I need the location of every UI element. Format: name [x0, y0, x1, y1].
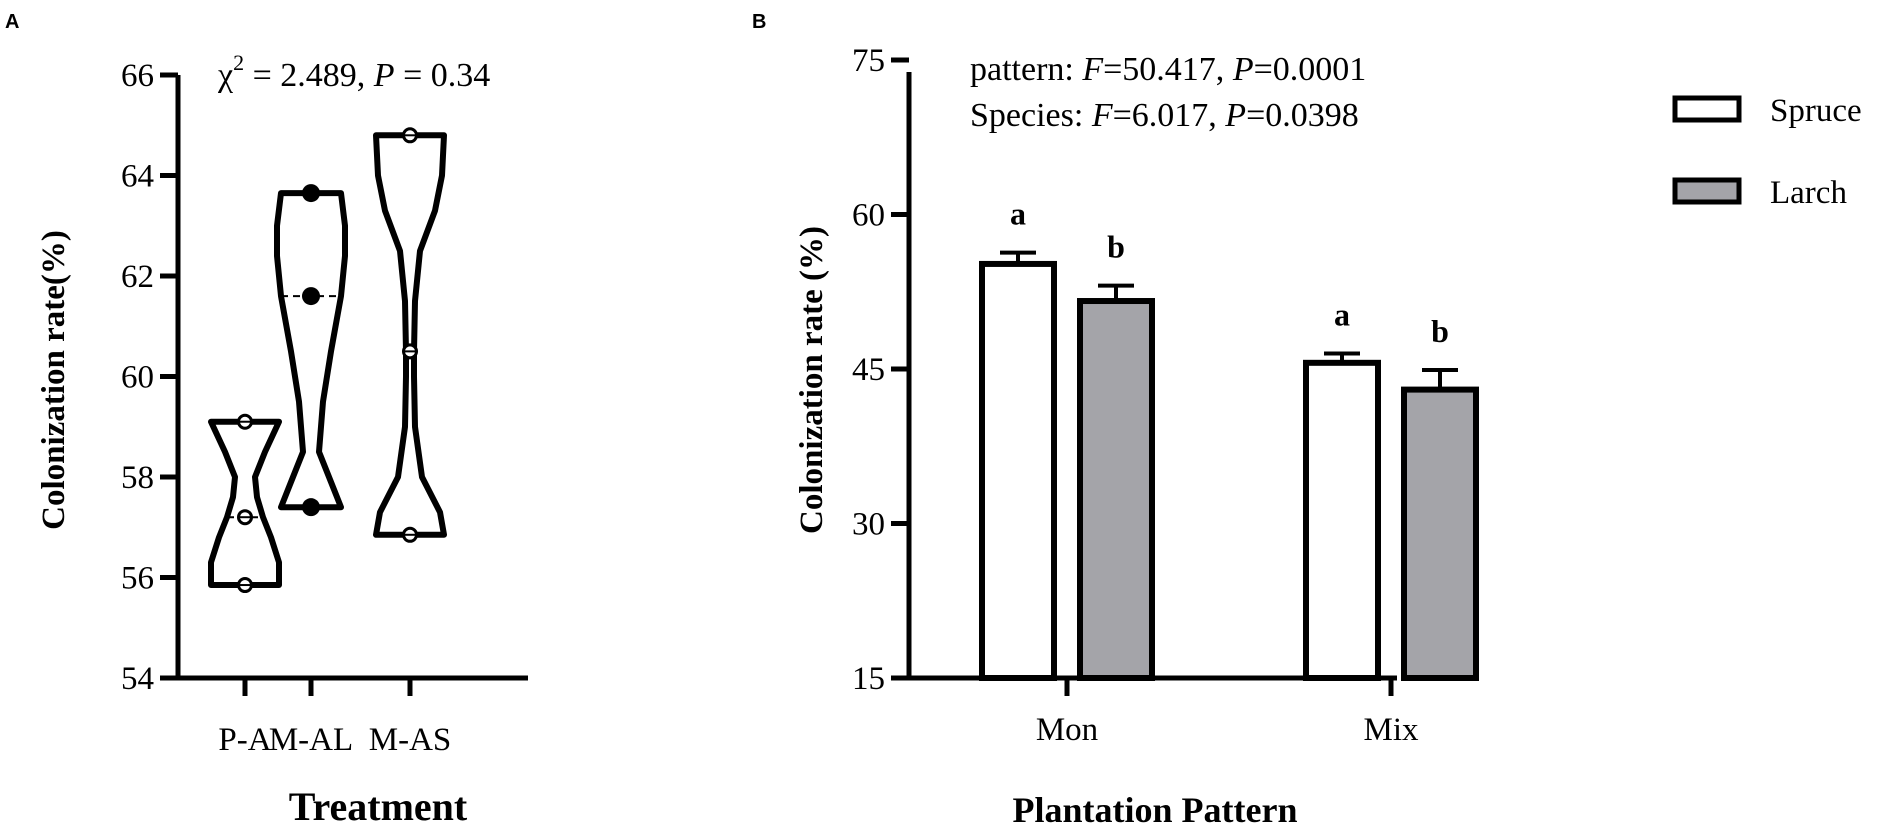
- a-data-point: [302, 287, 320, 306]
- legend-swatch-larch: [1672, 177, 1742, 205]
- a-x-ticks: P-AM-AL M-AS: [218, 678, 451, 758]
- b-significance-letter: b: [1107, 229, 1125, 265]
- b-significance-letter: a: [1010, 196, 1026, 232]
- b-significance-letter: a: [1334, 297, 1350, 333]
- panel-b-bar-chart: 15 30 45 60 75 a b a b Mon Mix pattern: F=50.417…: [794, 43, 1862, 829]
- b-bar-larch-mon: [1077, 298, 1155, 681]
- b-significance-letter: b: [1431, 313, 1449, 349]
- a-data-point: [302, 498, 320, 517]
- a-y-tick-label: 58: [121, 460, 154, 496]
- b-bars: a b a b: [979, 196, 1479, 681]
- panel-a-letter: A: [5, 11, 19, 33]
- legend-item-larch: Larch: [1672, 175, 1847, 211]
- panel-a-violin-chart: 54 56 58 60 62 64 66 P-AM-AL M-AS χ2 = 2.489, P…: [36, 50, 528, 829]
- b-annotation-species: Species: F=6.017, P=0.0398: [970, 97, 1359, 134]
- b-y-tick-label: 15: [852, 661, 885, 697]
- b-bar-larch-mix: [1401, 386, 1479, 681]
- b-y-axis-label: Colonization rate (%): [794, 226, 830, 534]
- legend-label-spruce: Spruce: [1770, 93, 1862, 129]
- a-violin-m-as: [373, 132, 447, 538]
- a-x-tick-label: M-AL: [269, 722, 353, 758]
- a-violin-m-al: [274, 190, 348, 511]
- panel-b-letter: B: [752, 11, 766, 33]
- b-bar-spruce-mon: [979, 260, 1057, 681]
- a-y-tick-label: 60: [121, 360, 154, 396]
- b-y-tick-label: 30: [852, 507, 885, 543]
- a-chi-annotation: χ2 = 2.489, P = 0.34: [217, 50, 490, 94]
- a-y-tick-label: 66: [121, 58, 154, 94]
- a-violins: [208, 127, 447, 594]
- b-x-axis-label: Plantation Pattern: [1013, 790, 1298, 829]
- a-y-tick-label: 62: [121, 259, 154, 295]
- a-data-point: [302, 184, 320, 203]
- b-x-tick-label-mon: Mon: [1036, 712, 1098, 748]
- a-x-axis-label: Treatment: [289, 784, 468, 829]
- b-x-tick-label-mix: Mix: [1363, 712, 1419, 748]
- a-x-tick-label: M-AS: [369, 722, 452, 758]
- a-y-ticks: 54 56 58 60 62 64 66: [121, 58, 178, 697]
- legend-item-spruce: Spruce: [1672, 93, 1862, 129]
- a-y-tick-label: 54: [121, 661, 154, 697]
- b-x-ticks: Mon Mix: [1036, 678, 1419, 748]
- b-y-ticks: 15 30 45 60 75: [852, 43, 909, 697]
- a-x-tick-label: P-A: [218, 722, 271, 758]
- a-y-axis-label: Colonization rate(%): [36, 230, 72, 530]
- b-y-tick-label: 60: [852, 198, 885, 234]
- legend-swatch-spruce: [1672, 95, 1742, 123]
- legend: Spruce Larch: [1672, 93, 1862, 211]
- a-y-tick-label: 64: [121, 159, 154, 195]
- b-y-tick-label: 45: [852, 352, 885, 388]
- b-bar-spruce-mix: [1303, 359, 1381, 681]
- a-violin-p-a: [208, 418, 282, 588]
- b-y-tick-label: 75: [852, 43, 885, 79]
- a-y-tick-label: 56: [121, 561, 154, 597]
- legend-label-larch: Larch: [1770, 175, 1847, 211]
- b-annotation-pattern: pattern: F=50.417, P=0.0001: [970, 51, 1366, 88]
